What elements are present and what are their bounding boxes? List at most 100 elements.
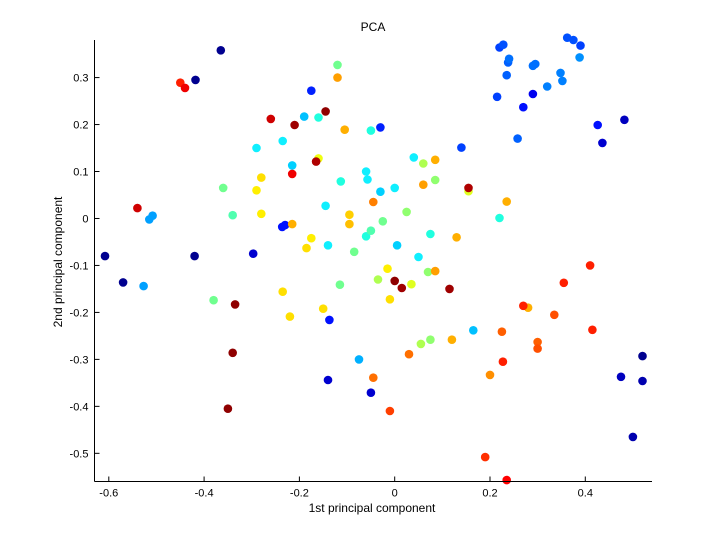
data-point [485,370,495,380]
data-point [323,241,333,250]
y-tick-label: 0.2 [73,120,88,132]
x-ticks: -0.6 -0.4 -0.2 0 0.2 0.4 [99,476,593,500]
data-point [190,251,199,261]
x-tick-label: -0.2 [290,488,309,500]
data-point [180,83,190,93]
data-points [100,33,647,485]
data-point [361,232,371,241]
y-tick-label: -0.3 [70,354,89,366]
data-point [498,357,508,367]
data-point [378,217,388,226]
data-point [519,301,528,311]
data-point [323,375,333,385]
data-point [492,92,502,102]
data-point [426,335,435,345]
data-point [528,89,538,99]
data-point [376,123,385,132]
data-point [366,388,376,398]
x-tick-label: 0.2 [482,488,497,500]
data-point [285,312,295,321]
data-point [542,82,552,91]
data-point [533,337,542,347]
data-point [390,183,400,193]
data-point [550,310,559,320]
data-point [628,432,638,442]
data-point [191,75,200,85]
data-point [430,155,440,165]
data-point [499,40,508,49]
data-point [513,134,522,143]
data-point [502,70,512,80]
data-point [311,157,321,166]
data-point [139,281,148,291]
data-point [340,125,350,134]
data-point [497,327,507,337]
data-point [345,219,354,229]
data-point [447,335,457,345]
y-tick-label: 0 [82,213,88,225]
data-point [218,183,228,193]
y-tick-label: 0.1 [73,167,88,179]
data-point [366,126,376,135]
data-point [148,211,157,220]
data-point [209,295,218,305]
data-point [638,376,647,386]
data-point [376,187,385,196]
data-point [445,284,454,294]
data-point [414,252,423,262]
data-point [280,220,290,230]
data-point [419,159,428,168]
data-point [402,207,411,217]
data-point [569,35,578,45]
x-tick-label: 0.4 [578,488,593,500]
data-point [228,210,237,220]
data-point [385,406,395,416]
data-point [278,287,288,297]
data-point [318,304,328,314]
data-point [416,339,426,349]
data-point [363,175,372,184]
data-point [593,120,602,130]
data-point [287,219,297,229]
data-point [248,249,258,258]
data-point [457,143,466,152]
x-axis-title: 1st principal component [309,501,436,515]
data-point [252,143,261,153]
data-point [383,264,392,274]
data-point [335,280,345,290]
data-point [361,167,371,176]
data-point [228,348,237,358]
chart-title: PCA [361,20,386,34]
data-point [345,210,354,219]
data-point [252,186,261,195]
data-point [223,404,233,414]
data-point [321,201,330,211]
data-point [504,54,514,64]
data-point [314,113,323,122]
data-point [519,102,528,112]
data-point [302,243,311,253]
data-point [397,283,407,293]
data-point [333,73,342,82]
data-point [133,203,142,213]
data-point [278,136,288,146]
data-point [369,197,378,207]
data-point [556,68,565,78]
data-point [100,251,110,261]
data-point [354,355,364,364]
data-point [638,351,647,361]
data-point [266,114,276,124]
data-point [390,276,400,286]
y-tick-label: -0.1 [70,260,89,272]
data-point [620,115,629,125]
data-point [559,278,569,288]
y-axis-title: 2nd principal component [51,196,65,327]
data-point [502,475,512,485]
data-point [423,267,433,277]
data-point [585,261,595,270]
data-point [333,60,342,70]
data-point [385,295,395,304]
data-point [576,41,585,50]
data-point [336,177,346,186]
